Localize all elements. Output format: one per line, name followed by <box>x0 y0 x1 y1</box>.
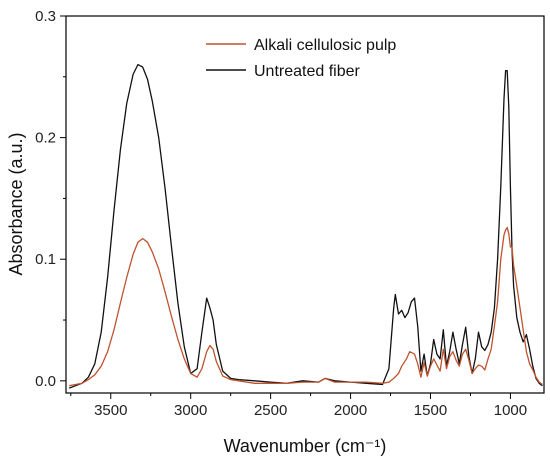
series-layer <box>68 63 543 389</box>
x-axis-title: Wavenumber (cm⁻¹) <box>224 436 387 456</box>
legend-label-alkali: Alkali cellulosic pulp <box>254 37 396 54</box>
series-line-0 <box>69 226 543 387</box>
legend: Alkali cellulosic pulp Untreated fiber <box>206 37 396 80</box>
x-tick-label-0: 3500 <box>94 402 127 419</box>
x-tick-label-5: 1000 <box>494 402 527 419</box>
y-tick-label-3: 0.3 <box>35 8 56 25</box>
y-tick-label-1: 0.1 <box>35 251 56 268</box>
y-axis-title: Absorbance (a.u.) <box>6 132 26 275</box>
y-axis-ticks: 0.0 0.1 0.2 0.3 <box>35 8 66 390</box>
x-tick-label-4: 1500 <box>414 402 447 419</box>
y-tick-label-2: 0.2 <box>35 130 56 147</box>
series-line-1 <box>68 63 543 389</box>
y-tick-label-0: 0.0 <box>35 373 56 390</box>
plot-frame <box>65 15 545 394</box>
x-tick-label-3: 2000 <box>334 402 367 419</box>
legend-label-untreated: Untreated fiber <box>254 63 361 80</box>
x-tick-label-1: 3000 <box>174 402 207 419</box>
x-tick-label-2: 2500 <box>254 402 287 419</box>
x-axis-ticks: 3500 3000 2500 2000 1500 1000 <box>70 393 527 419</box>
